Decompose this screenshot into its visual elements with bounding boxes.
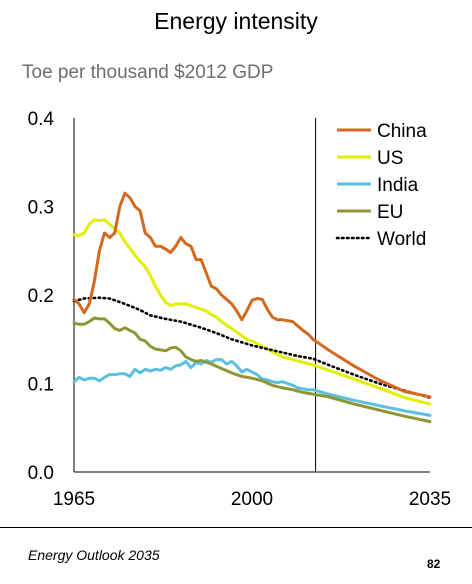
y-tick-label: 0.1 xyxy=(28,375,54,396)
y-tick-label: 0.3 xyxy=(28,198,54,219)
y-tick-label: 0.2 xyxy=(28,286,54,307)
footer-divider xyxy=(0,527,472,528)
chart-axes xyxy=(73,118,430,473)
chart-legend: China US India EU World xyxy=(335,121,427,250)
legend-label-world: World xyxy=(377,229,426,250)
y-tick-label: 0.4 xyxy=(28,109,55,130)
page-number: 82 xyxy=(427,557,441,571)
series-line-eu xyxy=(72,316,432,424)
legend-label-us: US xyxy=(377,148,403,169)
chart-subtitle: Toe per thousand $2012 GDP xyxy=(22,62,274,83)
x-tick-label: 2035 xyxy=(409,489,451,510)
legend-label-india: India xyxy=(377,175,419,196)
x-tick-label: 2000 xyxy=(231,489,273,510)
x-tick-label: 1965 xyxy=(53,489,95,510)
series-line-india xyxy=(72,358,432,417)
chart-title: Energy intensity xyxy=(154,8,318,34)
series-line-us xyxy=(72,218,432,406)
series-line-china xyxy=(72,191,432,399)
legend-label-eu: EU xyxy=(377,202,403,223)
footer-source: Energy Outlook 2035 xyxy=(28,547,160,563)
y-tick-label: 0.0 xyxy=(28,463,54,484)
tick-labels: 0.0 0.1 0.2 0.3 0.4 1965 2000 2035 xyxy=(28,109,452,510)
legend-label-china: China xyxy=(377,121,427,142)
series-line-world xyxy=(72,296,432,400)
series-lines xyxy=(72,191,432,424)
